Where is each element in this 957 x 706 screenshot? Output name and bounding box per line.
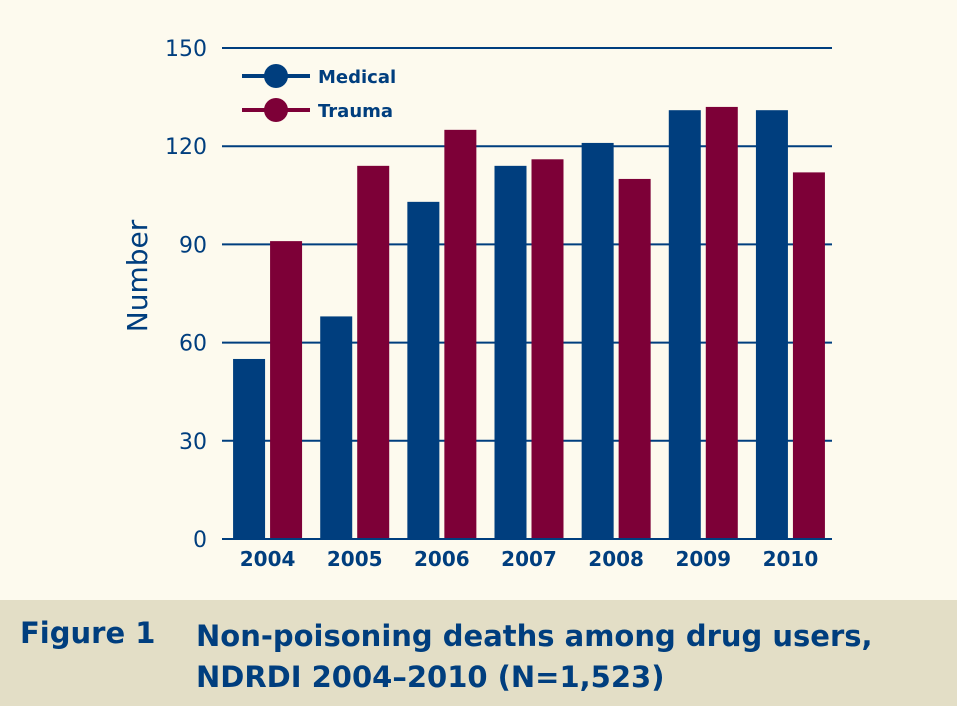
axes: 0 30 60 90 120 150 2004 2005 2006 2007 2008 2009 201… [165, 37, 832, 571]
legend: Medical Trauma [242, 64, 396, 122]
bar-medical-2008 [581, 142, 614, 539]
bar-trauma-2007 [531, 159, 564, 539]
y-tick-label: 30 [179, 430, 207, 455]
gridlines [222, 47, 832, 442]
bar-trauma-2004 [270, 241, 303, 540]
bar-trauma-2010 [792, 172, 825, 540]
bar-medical-2004 [233, 358, 266, 539]
y-tick-label: 90 [179, 233, 207, 258]
bar-trauma-2008 [618, 178, 651, 539]
x-tick-label: 2008 [588, 547, 644, 571]
bar-medical-2005 [320, 316, 353, 539]
bar-trauma-2009 [705, 106, 738, 540]
bar-medical-2010 [755, 110, 788, 540]
bar-medical-2009 [668, 110, 701, 540]
y-tick-label: 150 [165, 37, 207, 62]
x-tick-label: 2009 [675, 547, 731, 571]
figure-caption: Non-poisoning deaths among drug users, N… [196, 619, 873, 694]
x-tick-label: 2004 [240, 547, 296, 571]
figure-number: Figure 1 [20, 616, 156, 650]
x-tick-label: 2007 [501, 547, 557, 571]
y-tick-label: 60 [179, 332, 207, 357]
caption-bar: Figure 1 Non-poisoning deaths among drug… [0, 600, 957, 706]
bar-medical-2006 [407, 201, 440, 539]
bars [233, 106, 825, 540]
x-tick-label: 2006 [414, 547, 470, 571]
bar-trauma-2006 [444, 129, 477, 540]
legend-marker-trauma [264, 98, 288, 122]
x-tick-label: 2005 [327, 547, 383, 571]
bar-chart: 0 30 60 90 120 150 2004 2005 2006 2007 2008 2009 201… [121, 37, 832, 571]
y-tick-label: 120 [165, 135, 207, 160]
legend-marker-medical [264, 64, 288, 88]
bar-medical-2007 [494, 165, 527, 539]
legend-label-trauma: Trauma [318, 101, 393, 122]
x-tick-label: 2010 [763, 547, 819, 571]
y-axis-title: Number [121, 219, 154, 332]
bar-trauma-2005 [357, 165, 390, 539]
y-tick-label: 0 [193, 528, 207, 553]
legend-label-medical: Medical [318, 67, 396, 88]
